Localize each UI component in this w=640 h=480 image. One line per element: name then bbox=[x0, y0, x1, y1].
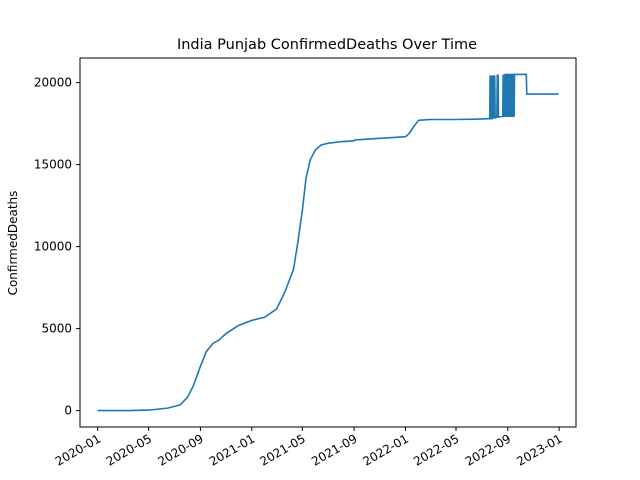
x-tick-label: 2020-09 bbox=[155, 431, 205, 468]
axes-frame bbox=[79, 57, 577, 428]
y-tick-label: 15000 bbox=[34, 158, 72, 172]
y-tick-label: 0 bbox=[64, 404, 72, 418]
y-axis-ticks: 0 5000 10000 15000 20000 bbox=[34, 76, 80, 418]
series-line-0 bbox=[97, 73, 559, 412]
x-tick-label: 2021-09 bbox=[309, 431, 359, 468]
y-tick-label: 5000 bbox=[41, 322, 72, 336]
chart-title: India Punjab ConfirmedDeaths Over Time bbox=[177, 37, 477, 53]
x-tick-label: 2021-05 bbox=[257, 431, 307, 468]
x-tick-label: 2023-01 bbox=[514, 431, 564, 468]
y-tick-label: 20000 bbox=[34, 76, 72, 90]
x-tick-label: 2022-01 bbox=[361, 431, 411, 468]
y-axis-label: ConfirmedDeaths bbox=[6, 191, 20, 296]
x-tick-label: 2022-09 bbox=[463, 431, 513, 468]
x-tick-label: 2021-01 bbox=[207, 431, 257, 468]
x-axis-ticks: 2020-01 2020-05 2020-09 2021-01 2021-05 2021-… bbox=[53, 427, 565, 469]
y-tick-label: 10000 bbox=[34, 240, 72, 254]
x-tick-label: 2022-05 bbox=[411, 431, 461, 468]
plot-area bbox=[97, 73, 559, 412]
x-tick-label: 2020-01 bbox=[53, 431, 103, 468]
x-tick-label: 2020-05 bbox=[104, 431, 154, 468]
